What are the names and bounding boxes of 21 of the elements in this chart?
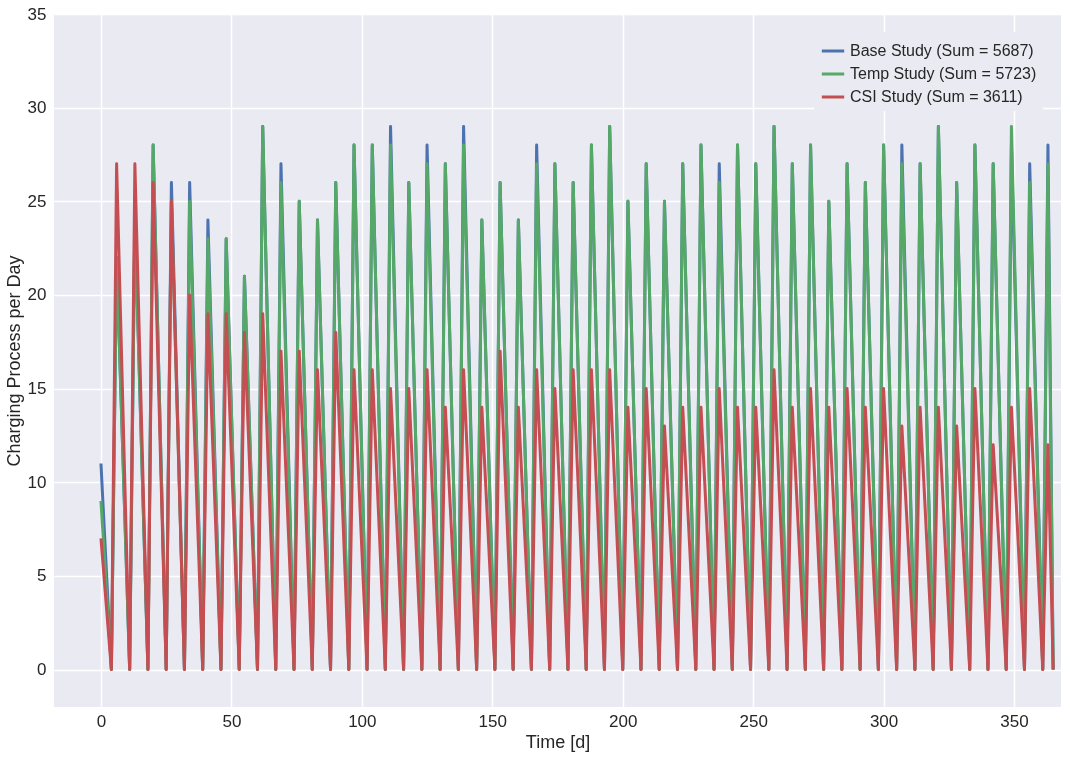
y-tick-label: 20 (27, 285, 47, 305)
x-tick-label: 350 (1000, 711, 1029, 731)
y-tick-label: 0 (37, 660, 47, 680)
x-tick-label: 100 (348, 711, 377, 731)
y-tick-label: 5 (37, 566, 47, 586)
x-tick-label: 250 (739, 711, 768, 731)
x-tick-label: 200 (609, 711, 638, 731)
x-tick-label: 50 (222, 711, 242, 731)
x-tick-label: 150 (478, 711, 507, 731)
x-axis-title: Time [d] (525, 731, 591, 752)
y-tick-label: 30 (27, 98, 47, 118)
legend-label: Temp Study (Sum = 5723) (850, 65, 1037, 82)
x-tick-label: 0 (96, 711, 107, 731)
y-tick-label: 35 (27, 4, 47, 24)
y-tick-label: 10 (27, 472, 47, 492)
y-tick-label: 15 (27, 379, 47, 399)
x-tick-label: 300 (869, 711, 899, 731)
y-tick-label: 25 (27, 191, 47, 211)
legend-label: CSI Study (Sum = 3611) (850, 88, 1023, 105)
legend-label: Base Study (Sum = 5687) (850, 42, 1034, 59)
y-axis-title: Charging Process per Day (3, 255, 24, 467)
